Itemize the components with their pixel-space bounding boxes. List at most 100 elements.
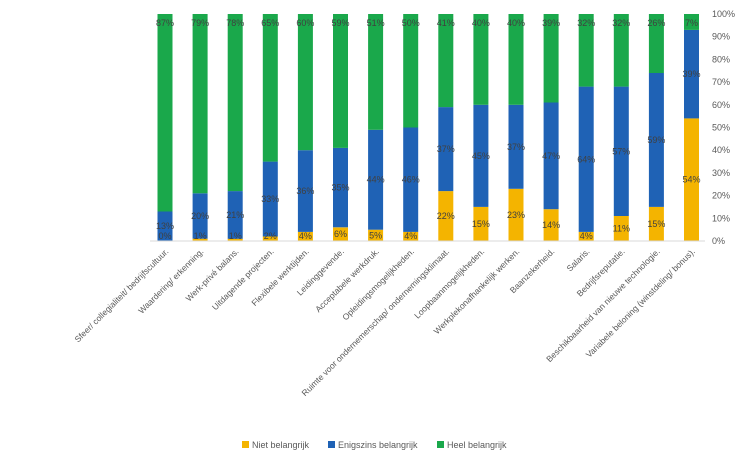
bar-heel-belangrijk-14: [613, 14, 629, 87]
bar-heel-belangrijk-5: [297, 14, 313, 151]
data-labels-group: 0%13% 87% 1% 20% 79% 1% 21% 78% 2% 33% 65% 4% 36% 60%…: [156, 18, 701, 241]
y-axis-ticks: 0% 10% 20% 30% 40% 50% 60% 70% 80% 90% 100%: [712, 9, 735, 246]
bar-niet-belangrijk-8: [403, 231, 419, 241]
bar-niet-belangrijk-15: [648, 206, 664, 241]
data-label-heel-belangrijk-5: 60%: [296, 18, 314, 28]
bar-niet-belangrijk-2: [192, 238, 208, 241]
y-tick-label: 40%: [712, 145, 730, 155]
data-label-niet-belangrijk-2: 1%: [194, 231, 207, 241]
data-label-niet-belangrijk-11: 23%: [507, 210, 525, 220]
data-label-enigszins-belangrijk-10: 45%: [472, 151, 490, 161]
bar-enigszins-belangrijk-4: [262, 161, 278, 237]
data-label-niet-belangrijk-5: 4%: [299, 231, 312, 241]
bar-niet-belangrijk-10: [473, 206, 489, 241]
data-label-niet-belangrijk-13: 4%: [580, 231, 593, 241]
y-tick-label: 20%: [712, 191, 730, 201]
data-label-heel-belangrijk-9: 41%: [437, 18, 455, 28]
y-tick-label: 50%: [712, 123, 730, 133]
bar-enigszins-belangrijk-1: [157, 211, 173, 241]
bar-enigszins-belangrijk-3: [227, 191, 243, 239]
bars-group: [157, 14, 699, 241]
data-label-heel-belangrijk-1: 87%: [156, 18, 174, 28]
bar-heel-belangrijk-13: [578, 14, 594, 87]
bar-enigszins-belangrijk-2: [192, 193, 208, 239]
y-tick-label: 80%: [712, 54, 730, 64]
data-label-niet-belangrijk-10: 15%: [472, 219, 490, 229]
data-label-heel-belangrijk-13: 32%: [577, 18, 595, 28]
bar-niet-belangrijk-4: [262, 236, 278, 241]
data-label-enigszins-belangrijk-12: 47%: [542, 151, 560, 161]
bar-heel-belangrijk-16: [684, 14, 699, 30]
data-label-enigszins-belangrijk-15: 59%: [647, 135, 665, 145]
bar-heel-belangrijk-3: [227, 14, 243, 192]
bar-niet-belangrijk-7: [368, 229, 384, 241]
data-label-niet-belangrijk-9: 22%: [437, 211, 455, 221]
data-label-niet-belangrijk-4: 2%: [264, 231, 277, 241]
bar-enigszins-belangrijk-7: [368, 129, 384, 230]
bar-enigszins-belangrijk-10: [473, 104, 489, 207]
data-label-enigszins-belangrijk-11: 37%: [507, 142, 525, 152]
bar-niet-belangrijk-14: [613, 216, 629, 241]
y-tick-label: 70%: [712, 77, 730, 87]
data-label-heel-belangrijk-6: 59%: [331, 18, 349, 28]
data-label-heel-belangrijk-8: 50%: [402, 18, 420, 28]
bar-niet-belangrijk-3: [227, 238, 243, 241]
bar-heel-belangrijk-1: [157, 14, 173, 212]
bar-enigszins-belangrijk-11: [508, 104, 524, 189]
legend: Niet belangrijk Enigszins belangrijk Hee…: [242, 440, 507, 450]
bar-niet-belangrijk-11: [508, 188, 524, 241]
bar-enigszins-belangrijk-15: [648, 73, 664, 207]
data-label-heel-belangrijk-4: 65%: [261, 18, 279, 28]
bar-heel-belangrijk-8: [403, 14, 419, 128]
bar-heel-belangrijk-6: [333, 14, 348, 148]
data-label-niet-belangrijk-3: 1%: [229, 231, 242, 241]
data-label-enigszins-belangrijk-5: 36%: [296, 186, 314, 196]
bar-heel-belangrijk-7: [368, 14, 384, 130]
legend-label-heel-belangrijk: Heel belangrijk: [447, 440, 507, 450]
bar-enigszins-belangrijk-8: [403, 127, 419, 232]
y-tick-label: 30%: [712, 168, 730, 178]
bar-enigszins-belangrijk-9: [438, 107, 454, 192]
bar-enigszins-belangrijk-12: [543, 102, 559, 210]
bar-niet-belangrijk-12: [543, 209, 559, 241]
bar-niet-belangrijk-6: [333, 227, 348, 241]
data-label-enigszins-belangrijk-6: 35%: [331, 183, 349, 193]
data-label-heel-belangrijk-16: 7%: [685, 18, 698, 28]
bar-enigszins-belangrijk-16: [684, 29, 699, 119]
data-label-enigszins-belangrijk-3: 21%: [226, 210, 244, 220]
data-label-enigszins-belangrijk-9: 37%: [437, 144, 455, 154]
legend-item-enigszins-belangrijk: Enigszins belangrijk: [328, 440, 418, 450]
legend-item-heel-belangrijk: Heel belangrijk: [437, 440, 507, 450]
data-label-enigszins-belangrijk-1: 13%: [156, 221, 174, 231]
data-label-niet-belangrijk-12: 14%: [542, 220, 560, 230]
data-label-enigszins-belangrijk-4: 33%: [261, 194, 279, 204]
data-label-niet-belangrijk-8: 4%: [404, 231, 417, 241]
data-label-niet-belangrijk-1: 0%: [158, 231, 171, 241]
data-label-enigszins-belangrijk-8: 46%: [402, 175, 420, 185]
bar-heel-belangrijk-4: [262, 14, 278, 162]
bar-heel-belangrijk-2: [192, 14, 208, 194]
bar-enigszins-belangrijk-14: [613, 86, 629, 216]
data-label-enigszins-belangrijk-16: 39%: [682, 69, 700, 79]
data-label-heel-belangrijk-12: 39%: [542, 18, 560, 28]
data-label-enigszins-belangrijk-7: 44%: [367, 175, 385, 185]
data-label-niet-belangrijk-6: 6%: [334, 229, 347, 239]
bar-enigszins-belangrijk-5: [297, 150, 313, 232]
y-tick-label: 100%: [712, 9, 735, 19]
y-tick-label: 90%: [712, 32, 730, 42]
bar-heel-belangrijk-10: [473, 14, 489, 105]
bar-niet-belangrijk-9: [438, 191, 454, 241]
legend-swatch-heel-belangrijk: [437, 441, 444, 448]
data-label-niet-belangrijk-14: 11%: [613, 224, 630, 234]
bar-niet-belangrijk-13: [578, 231, 594, 241]
data-label-niet-belangrijk-7: 5%: [369, 230, 382, 240]
bar-heel-belangrijk-15: [648, 14, 664, 73]
legend-swatch-enigszins-belangrijk: [328, 441, 335, 448]
data-label-niet-belangrijk-16: 54%: [682, 175, 700, 185]
data-label-enigszins-belangrijk-13: 64%: [577, 154, 595, 164]
data-label-heel-belangrijk-7: 51%: [367, 18, 385, 28]
data-label-niet-belangrijk-15: 15%: [647, 219, 665, 229]
data-label-heel-belangrijk-10: 40%: [472, 18, 490, 28]
data-label-heel-belangrijk-2: 79%: [191, 18, 209, 28]
